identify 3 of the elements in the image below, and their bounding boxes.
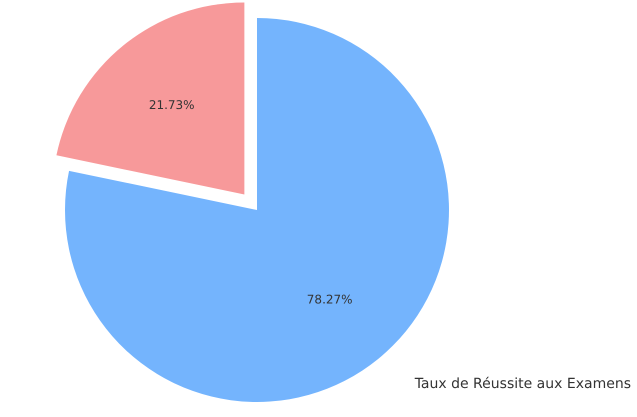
data-label: 21.73% xyxy=(148,98,195,112)
text: Taux de Réussite aux Examens xyxy=(414,376,631,392)
data-label: 78.27% xyxy=(306,292,353,306)
